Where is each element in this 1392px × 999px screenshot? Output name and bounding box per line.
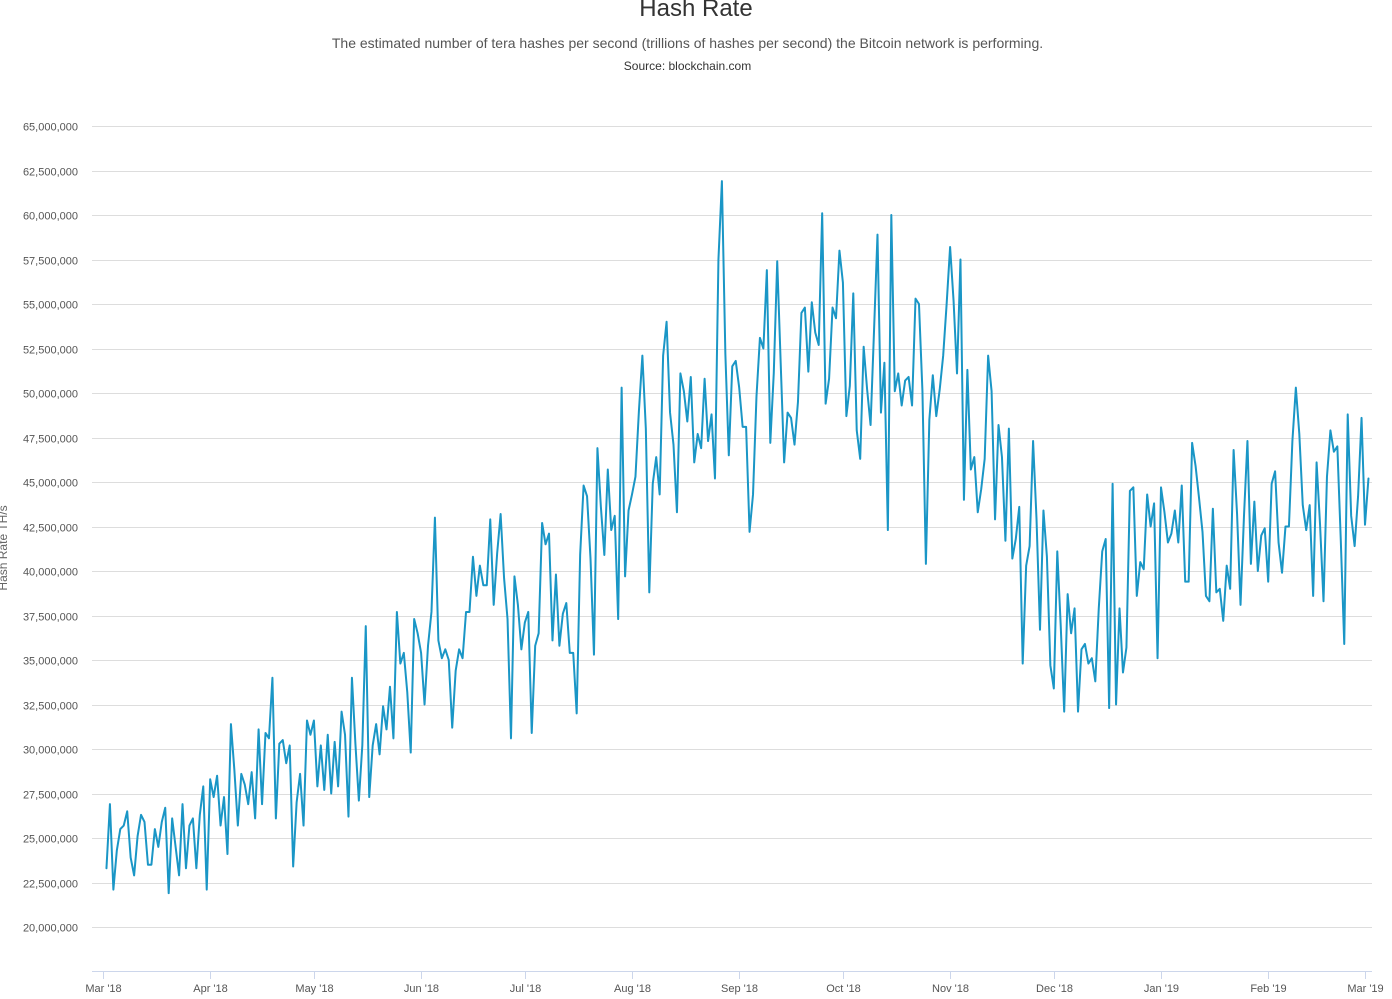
y-tick-label: 20,000,000: [23, 923, 78, 935]
x-tick-label: Dec '18: [1036, 983, 1073, 995]
series-layer: [105, 180, 1370, 895]
y-tick-label: 45,000,000: [23, 478, 78, 490]
y-axis-title: Hash Rate TH/s: [0, 505, 10, 590]
x-axis: Mar '18 Apr '18 May '18 Jun '18 Jul '18 Aug '…: [85, 971, 1384, 995]
y-tick-label: 40,000,000: [23, 567, 78, 579]
y-tick-label: 35,000,000: [23, 656, 78, 668]
y-tick-label: 52,500,000: [23, 345, 78, 357]
y-axis-ticks: 20,000,000 22,500,000 25,000,000 27,500,000…: [23, 122, 78, 935]
y-tick-label: 22,500,000: [23, 879, 78, 891]
x-tick-label: Feb '19: [1250, 983, 1286, 995]
y-tick-label: 55,000,000: [23, 300, 78, 312]
y-tick-label: 65,000,000: [23, 122, 78, 134]
y-tick-label: 37,500,000: [23, 612, 78, 624]
y-tick-label: 50,000,000: [23, 389, 78, 401]
chart-title: Hash Rate: [639, 0, 753, 22]
y-tick-label: 57,500,000: [23, 256, 78, 268]
chart-source: Source: blockchain.com: [623, 59, 752, 73]
x-tick-label: Apr '18: [193, 983, 228, 995]
hash-rate-series-line: [105, 180, 1370, 895]
x-tick-label: May '18: [295, 983, 333, 995]
x-tick-label: Mar '19: [1347, 983, 1383, 995]
y-tick-label: 30,000,000: [23, 745, 78, 757]
y-tick-label: 47,500,000: [23, 434, 78, 446]
x-tick-label: Nov '18: [932, 983, 969, 995]
x-tick-label: Jun '18: [404, 983, 439, 995]
y-tick-label: 42,500,000: [23, 523, 78, 535]
x-tick-label: Jul '18: [510, 983, 541, 995]
y-tick-label: 27,500,000: [23, 790, 78, 802]
y-tick-label: 60,000,000: [23, 211, 78, 223]
y-tick-label: 62,500,000: [23, 167, 78, 179]
x-tick-label: Jan '19: [1144, 983, 1179, 995]
chart-subtitle: The estimated number of tera hashes per …: [331, 35, 1044, 51]
y-tick-label: 32,500,000: [23, 701, 78, 713]
x-tick-label: Sep '18: [721, 983, 758, 995]
x-tick-label: Oct '18: [826, 983, 861, 995]
x-tick-label: Mar '18: [85, 983, 121, 995]
y-tick-label: 25,000,000: [23, 834, 78, 846]
x-tick-label: Aug '18: [614, 983, 651, 995]
